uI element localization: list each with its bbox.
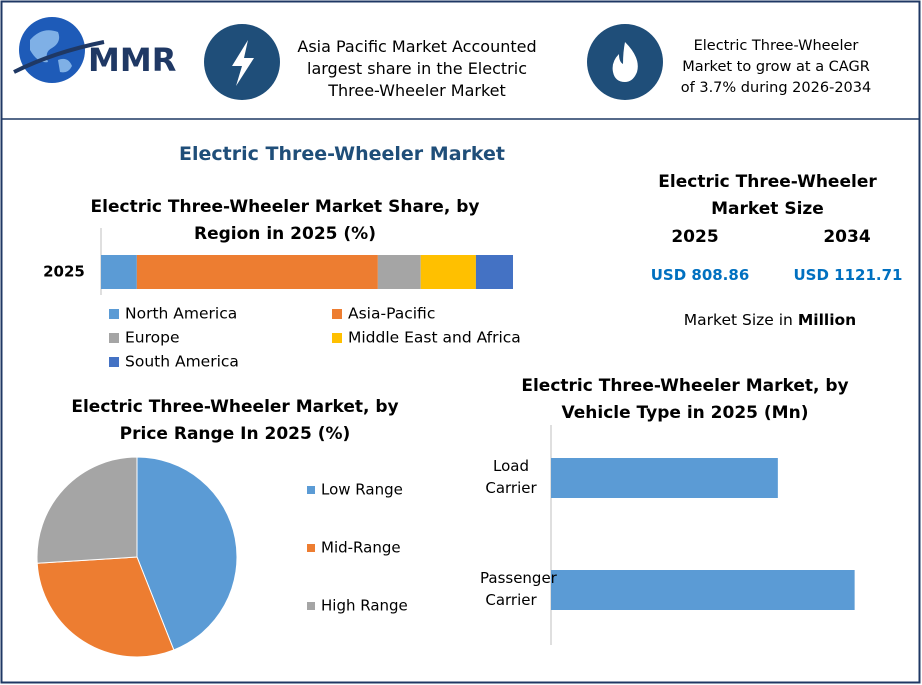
- legend-label: Middle East and Africa: [348, 329, 521, 347]
- year-label: 2025: [671, 227, 719, 247]
- logo-swoosh: [13, 40, 105, 74]
- market-value: USD 1121.71: [793, 266, 903, 284]
- y-tick-label: Load Carrier: [485, 457, 537, 497]
- note-unit: Million: [797, 311, 857, 329]
- chart-title: Electric Three-Wheeler Market, by Vehicl…: [521, 376, 849, 423]
- legend-swatch: [307, 486, 315, 494]
- logo-text: MMR: [88, 41, 176, 79]
- y-tick-label: 2025: [43, 263, 85, 281]
- legend-swatch: [109, 333, 119, 343]
- legend-swatch: [332, 309, 342, 319]
- legend-label: Asia-Pacific: [348, 305, 435, 323]
- legend-label: Europe: [125, 329, 180, 347]
- bar-segment: [101, 255, 137, 289]
- legend-label: North America: [125, 305, 237, 323]
- legend-label: High Range: [321, 597, 408, 615]
- bar-segment: [377, 255, 421, 289]
- pie-slice: [136, 456, 238, 651]
- legend-swatch: [109, 309, 119, 319]
- main-title: Electric Three-Wheeler Market: [179, 143, 505, 165]
- legend-label: South America: [125, 353, 239, 371]
- bar-segment: [136, 255, 378, 289]
- legend-swatch: [109, 357, 119, 367]
- bar: [551, 570, 855, 610]
- bar: [551, 458, 778, 498]
- fact-text: Electric Three-Wheeler Market to grow at…: [680, 38, 872, 96]
- legend-label: Mid-Range: [321, 539, 401, 557]
- pie-slice: [36, 556, 175, 658]
- y-tick-label: Passenger Carrier: [480, 569, 557, 609]
- icon-flame: [612, 42, 638, 82]
- bar-segment: [475, 255, 513, 289]
- market-value: USD 808.86: [650, 266, 750, 284]
- logo-land: [30, 30, 72, 73]
- note-text: Market Size in: [683, 311, 793, 329]
- chart-title: Electric Three-Wheeler Market, by Price …: [71, 397, 399, 444]
- legend-swatch: [307, 544, 315, 552]
- market-note: Market Size in Million: [650, 311, 890, 329]
- market-size-title: Electric Three-Wheeler Market Size: [658, 172, 877, 219]
- bar-segment: [420, 255, 476, 289]
- legend-swatch: [307, 602, 315, 610]
- fact-text: Asia Pacific Market Accounted largest sh…: [297, 37, 537, 100]
- chart-title: Electric Three-Wheeler Market Share, by …: [90, 197, 480, 244]
- pie-slice: [36, 456, 138, 564]
- year-label: 2034: [823, 227, 871, 247]
- legend-label: Low Range: [321, 481, 403, 499]
- icon-bolt: [232, 40, 254, 86]
- legend-swatch: [332, 333, 342, 343]
